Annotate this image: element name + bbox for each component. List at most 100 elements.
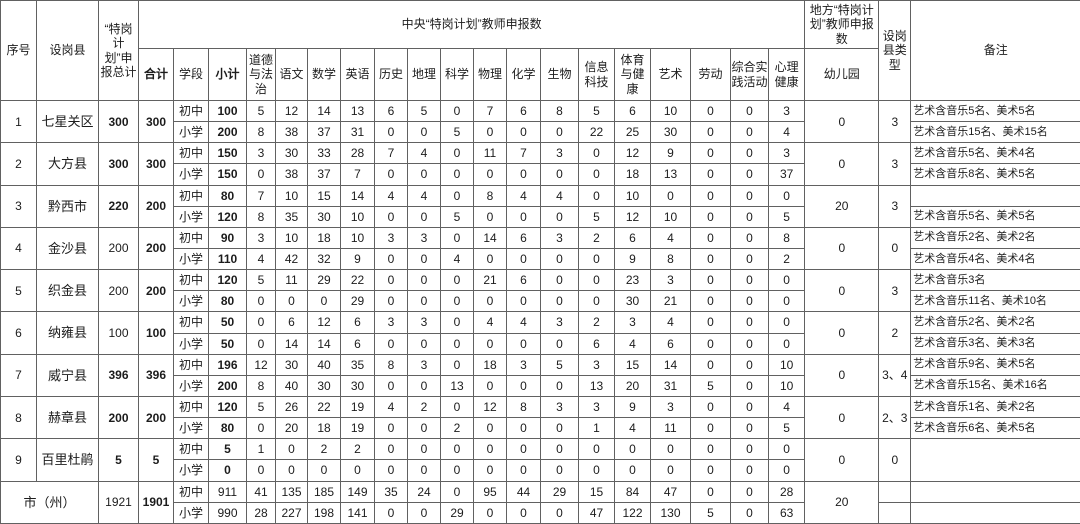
cell-county: 金沙县 bbox=[36, 226, 99, 271]
cell-subject-count: 29 bbox=[440, 501, 474, 524]
cell-stage: 小学 bbox=[173, 501, 209, 524]
cell-plan-total: 200 bbox=[98, 226, 139, 271]
cell-subject-count: 25 bbox=[614, 121, 651, 144]
cell-xiaoji: 990 bbox=[208, 501, 247, 524]
cell-subject-count: 3 bbox=[407, 311, 441, 334]
cell-county: 纳雍县 bbox=[36, 311, 99, 355]
cell-subject-count: 185 bbox=[307, 480, 341, 503]
cell-subject-count: 3 bbox=[540, 226, 579, 249]
cell-subject-count: 0 bbox=[540, 417, 579, 440]
cell-subject-count: 21 bbox=[650, 290, 691, 313]
header-heji: 合计 bbox=[138, 48, 174, 101]
cell-subject-count: 4 bbox=[650, 226, 691, 249]
cell-xiaoji: 911 bbox=[208, 480, 247, 503]
header-subject: 心理健康 bbox=[767, 48, 806, 101]
cell-subject-count: 0 bbox=[407, 247, 441, 271]
cell-kindergarten: 0 bbox=[804, 226, 880, 271]
cell-subject-count: 0 bbox=[730, 226, 769, 249]
cell-subject-count: 11 bbox=[473, 142, 507, 165]
cell-subject-count: 44 bbox=[506, 480, 541, 503]
county-row: 3 黔西市 220 200 初中 80 7 10 15 14 4 4 0 8 4 4 0 10 0 0 0 0 20 3 bbox=[0, 184, 1080, 228]
county-subrow: 小学 120 8 35 30 10 0 0 5 0 0 0 5 12 10 0 0 5 艺术含音乐5名、美术5名 bbox=[1, 205, 1080, 228]
header-subject: 劳动 bbox=[690, 48, 731, 101]
table-header: 序号 设岗县 “特岗计划”申报总计 中央“特岗计划”教师申报数 地方“特岗计划”… bbox=[0, 0, 1080, 101]
cell-subject-count: 0 bbox=[440, 269, 474, 292]
cell-subject-count: 47 bbox=[578, 501, 615, 524]
cell-subject-count: 0 bbox=[730, 353, 769, 376]
cell-subject-count: 0 bbox=[407, 205, 441, 228]
cell-subject-count: 12 bbox=[307, 311, 341, 334]
cell-subject-count: 4 bbox=[407, 184, 441, 207]
cell-subject-count: 0 bbox=[407, 417, 441, 440]
cell-subject-count: 0 bbox=[440, 353, 474, 376]
header-subject: 道德与法治 bbox=[246, 48, 276, 101]
header-county: 设岗县 bbox=[36, 0, 99, 101]
cell-subject-count: 9 bbox=[340, 247, 375, 271]
cell-kindergarten: 0 bbox=[804, 269, 880, 313]
cell-subject-count: 5 bbox=[767, 417, 806, 440]
cell-subject-count: 40 bbox=[307, 353, 341, 376]
cell-subject-count: 6 bbox=[506, 226, 541, 249]
cell-subject-count: 3 bbox=[650, 395, 691, 419]
cell-subject-count: 0 bbox=[578, 142, 615, 165]
cell-subject-count: 10 bbox=[340, 205, 375, 228]
cell-stage: 初中 bbox=[173, 480, 209, 503]
cell-subject-count: 0 bbox=[730, 99, 769, 123]
cell-subject-count: 63 bbox=[767, 501, 806, 524]
cell-county-type: 0 bbox=[878, 226, 912, 271]
cell-subject-count: 22 bbox=[307, 395, 341, 419]
cell-subject-count: 30 bbox=[307, 205, 341, 228]
cell-subject-count: 0 bbox=[540, 121, 579, 144]
cell-county: 黔西市 bbox=[36, 184, 99, 228]
cell-county-type: 2、3 bbox=[878, 395, 912, 440]
cell-subject-count: 5 bbox=[407, 99, 441, 123]
cell-subject-count: 0 bbox=[374, 417, 408, 440]
cell-subject-count: 2 bbox=[340, 438, 375, 461]
cell-subject-count: 29 bbox=[540, 480, 579, 503]
cell-kindergarten: 0 bbox=[804, 311, 880, 355]
cell-subject-count: 5 bbox=[246, 269, 276, 292]
cell-plan-total: 5 bbox=[98, 438, 139, 482]
cell-xiaoji: 120 bbox=[208, 395, 247, 419]
cell-subject-count: 5 bbox=[690, 501, 731, 524]
cell-subject-count: 15 bbox=[578, 480, 615, 503]
county-row: 7 威宁县 396 396 初中 196 12 30 40 35 8 3 0 18 3 5 3 15 14 0 0 10 0… bbox=[0, 353, 1080, 397]
county-row: 6 纳雍县 100 100 初中 50 0 6 12 6 3 3 0 4 4 3 2 3 4 0 0 0 0 2 艺术含音乐2名… bbox=[0, 311, 1080, 355]
cell-subject-count: 0 bbox=[374, 247, 408, 271]
cell-subject-count: 47 bbox=[650, 480, 691, 503]
cell-stage: 小学 bbox=[173, 247, 209, 271]
cell-subject-count: 0 bbox=[340, 459, 375, 482]
cell-subject-count: 18 bbox=[473, 353, 507, 376]
header-subject: 语文 bbox=[275, 48, 308, 101]
cell-stage: 初中 bbox=[173, 184, 209, 207]
cell-subject-count: 0 bbox=[374, 121, 408, 144]
cell-subject-count: 0 bbox=[730, 332, 769, 355]
cell-stage: 小学 bbox=[173, 290, 209, 313]
cell-subject-count: 0 bbox=[506, 501, 541, 524]
cell-subject-count: 0 bbox=[473, 205, 507, 228]
cell-subject-count: 0 bbox=[275, 459, 308, 482]
cell-serial: 2 bbox=[0, 142, 37, 186]
header-subject: 地理 bbox=[407, 48, 441, 101]
cell-subject-count: 7 bbox=[340, 163, 375, 186]
cell-county-type: 3 bbox=[878, 99, 912, 144]
cell-subject-count: 0 bbox=[407, 438, 441, 461]
cell-kindergarten: 20 bbox=[804, 480, 880, 524]
cell-subject-count: 13 bbox=[440, 374, 474, 397]
cell-subject-count: 0 bbox=[730, 142, 769, 165]
cell-stage: 初中 bbox=[173, 311, 209, 334]
cell-subject-count: 3 bbox=[540, 142, 579, 165]
cell-subject-count: 10 bbox=[767, 353, 806, 376]
cell-subject-count: 4 bbox=[614, 332, 651, 355]
cell-subject-count: 0 bbox=[506, 290, 541, 313]
cell-subject-count: 21 bbox=[473, 269, 507, 292]
cell-stage: 小学 bbox=[173, 332, 209, 355]
header-stage: 学段 bbox=[173, 48, 209, 101]
cell-remark: 艺术含音乐5名、美术4名 bbox=[910, 142, 1080, 165]
cell-heji: 300 bbox=[138, 142, 174, 186]
cell-subject-count: 4 bbox=[650, 311, 691, 334]
cell-subject-count: 20 bbox=[614, 374, 651, 397]
cell-serial: 4 bbox=[0, 226, 37, 271]
cell-subject-count: 0 bbox=[730, 269, 769, 292]
cell-subject-count: 0 bbox=[275, 290, 308, 313]
